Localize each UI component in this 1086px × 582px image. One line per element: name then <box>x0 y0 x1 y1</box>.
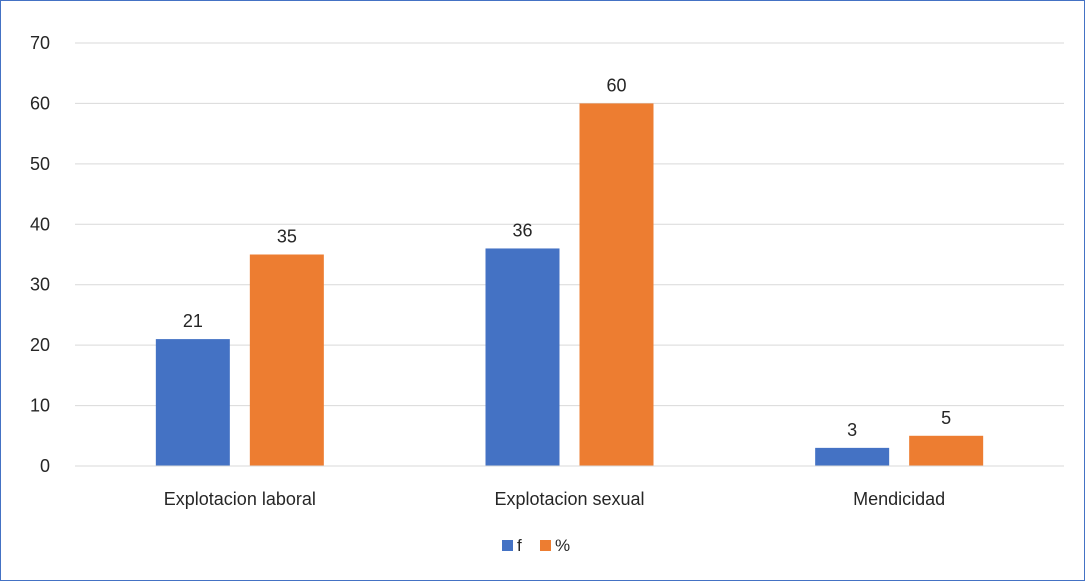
legend-swatch <box>502 540 513 551</box>
y-tick-label: 40 <box>30 214 50 234</box>
legend-label: f <box>517 536 522 555</box>
data-label: 60 <box>606 75 626 95</box>
bar-f-0 <box>155 339 230 466</box>
data-label: 21 <box>183 311 203 331</box>
x-category-label: Explotacion sexual <box>494 489 644 509</box>
y-tick-label: 0 <box>40 456 50 476</box>
bar-percent-0 <box>249 254 324 466</box>
x-category-label: Explotacion laboral <box>164 489 316 509</box>
data-label: 35 <box>277 227 297 247</box>
data-label: 3 <box>847 420 857 440</box>
legend-label: % <box>555 536 570 555</box>
y-tick-label: 10 <box>30 396 50 416</box>
x-category-label: Mendicidad <box>853 489 945 509</box>
y-tick-label: 60 <box>30 93 50 113</box>
bar-percent-2 <box>909 435 984 466</box>
y-tick-label: 30 <box>30 275 50 295</box>
y-axis-ticks: 0 10 20 30 40 50 60 70 <box>30 33 50 476</box>
y-tick-label: 20 <box>30 335 50 355</box>
y-tick-label: 50 <box>30 154 50 174</box>
y-tick-label: 70 <box>30 33 50 53</box>
data-label: 36 <box>512 220 532 240</box>
bars <box>155 103 984 466</box>
legend-swatch <box>540 540 551 551</box>
bar-f-2 <box>815 447 890 466</box>
gridlines <box>75 42 1064 407</box>
x-axis-categories: Explotacion laboral Explotacion sexual Men… <box>164 489 945 509</box>
bar-percent-1 <box>579 103 654 466</box>
bar-f-1 <box>485 248 560 466</box>
legend: f% <box>502 536 570 555</box>
data-label: 5 <box>941 408 951 428</box>
